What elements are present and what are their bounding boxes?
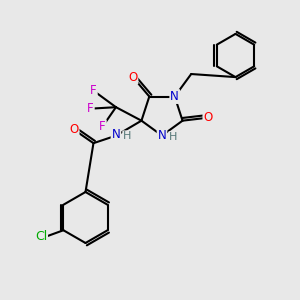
Text: F: F (99, 120, 106, 133)
Text: O: O (203, 111, 213, 124)
Text: O: O (128, 70, 137, 83)
Text: N: N (170, 90, 179, 103)
Text: Cl: Cl (35, 230, 47, 243)
Text: H: H (123, 131, 131, 141)
Text: F: F (87, 102, 94, 115)
Text: O: O (69, 123, 79, 136)
Text: N: N (112, 128, 120, 141)
Text: F: F (90, 84, 97, 97)
Text: H: H (169, 132, 178, 142)
Text: N: N (158, 129, 166, 142)
